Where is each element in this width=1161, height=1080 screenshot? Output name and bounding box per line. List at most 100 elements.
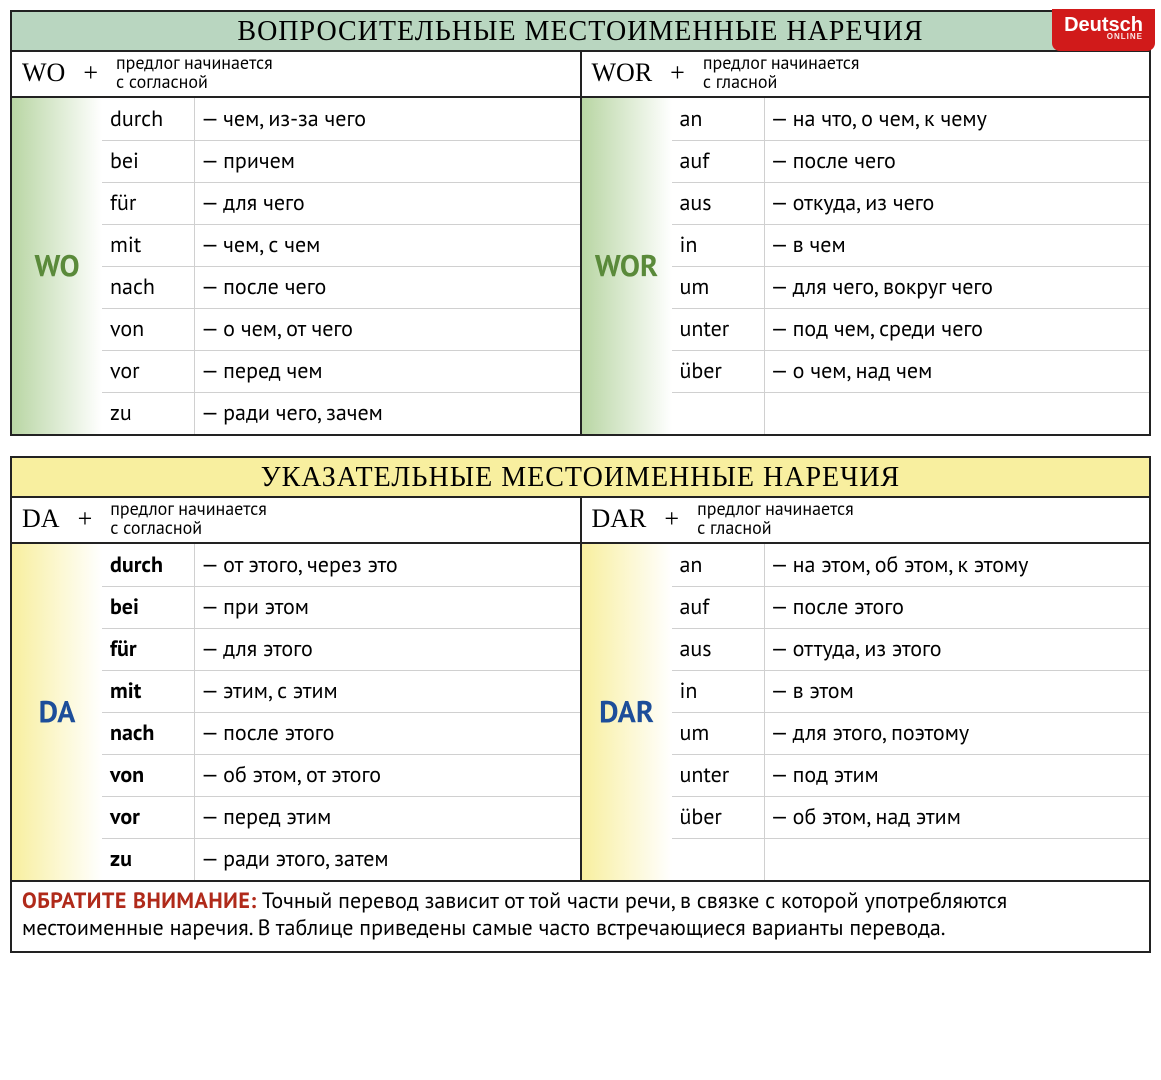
preposition-cell: vor — [102, 357, 194, 385]
header-prefix: WOR — [592, 58, 653, 88]
table-row: in— в этом — [672, 670, 1150, 712]
table-row: um— для чего, вокруг чего — [672, 266, 1150, 308]
table-row: in— в чем — [672, 224, 1150, 266]
preposition-cell: bei — [102, 147, 194, 175]
table-row: von— о чем, от чего — [102, 308, 580, 350]
column-header: WO+предлог начинается с согласной — [12, 52, 580, 98]
translation-cell: — причем — [194, 141, 580, 182]
preposition-cell: mit — [102, 677, 194, 705]
plus-sign: + — [83, 58, 98, 88]
translation-cell: — на что, о чем, к чему — [764, 98, 1150, 140]
preposition-cell: um — [672, 273, 764, 301]
translation-cell: — на этом, об этом, к этому — [764, 544, 1150, 586]
column-header: WOR + предлог начинается с гласной — [582, 52, 1150, 98]
table-row: aus— оттуда, из этого — [672, 628, 1150, 670]
translation-cell: — в этом — [764, 671, 1150, 712]
preposition-cell: von — [102, 315, 194, 343]
table-row: zu— ради этого, затем — [102, 838, 580, 880]
translation-cell: — этим, с этим — [194, 671, 580, 712]
translation-cell: — для чего — [194, 183, 580, 224]
plus-sign: + — [670, 58, 685, 88]
preposition-cell: durch — [102, 105, 194, 133]
translation-cell: — об этом, над этим — [764, 797, 1150, 838]
preposition-cell: zu — [102, 845, 194, 873]
table-row: über— об этом, над этим — [672, 796, 1150, 838]
translation-cell: — перед чем — [194, 351, 580, 392]
demonstrative-block: УКАЗАТЕЛЬНЫЕ МЕСТОИМЕННЫЕ НАРЕЧИЯ DA + пред… — [10, 456, 1151, 953]
translation-cell: — ради чего, зачем — [194, 393, 580, 434]
preposition-cell: aus — [672, 635, 764, 663]
translation-cell: — после этого — [194, 713, 580, 754]
table-row: durch— от этого, через это — [102, 544, 580, 586]
note: ОБРАТИТЕ ВНИМАНИЕ: Точный перевод зависи… — [12, 880, 1149, 951]
translation-cell: — для этого — [194, 629, 580, 670]
translation-cell — [764, 839, 1150, 880]
column-body: DAdurch— от этого, через этоbei— при это… — [12, 544, 580, 880]
preposition-cell: unter — [672, 315, 764, 343]
translation-cell: — после этого — [764, 587, 1150, 628]
table-row: zu— ради чего, зачем — [102, 392, 580, 434]
vertical-label: DA — [12, 544, 102, 880]
plus-sign: + — [664, 504, 679, 534]
column-body: WOdurch— чем, из-за чего bei— причемfür— … — [12, 98, 580, 434]
translation-cell: — откуда, из чего — [764, 183, 1150, 224]
header-rule: предлог начинается с согласной — [110, 500, 267, 538]
table-row: vor— перед чем — [102, 350, 580, 392]
preposition-cell: für — [102, 635, 194, 663]
table-row — [672, 392, 1150, 434]
preposition-cell: vor — [102, 803, 194, 831]
translation-cell — [764, 393, 1150, 434]
translation-cell: — после чего — [194, 267, 580, 308]
preposition-cell: aus — [672, 189, 764, 217]
column-dar: DAR+предлог начинается с гласнойDARan— н… — [580, 498, 1150, 880]
preposition-cell: über — [672, 803, 764, 831]
columns: DA+предлог начинается с согласнойDAdurch… — [12, 498, 1149, 880]
preposition-cell: über — [672, 357, 764, 385]
translation-cell: — от этого, через это — [194, 544, 580, 586]
table-row: auf— после этого — [672, 586, 1150, 628]
table-row: aus— откуда, из чего — [672, 182, 1150, 224]
table-row: auf— после чего — [672, 140, 1150, 182]
preposition-cell: in — [672, 677, 764, 705]
table-row: an— на этом, об этом, к этому — [672, 544, 1150, 586]
translation-cell: — в чем — [764, 225, 1150, 266]
column-header: DA + предлог начинается с согласной — [12, 498, 580, 544]
preposition-cell: von — [102, 761, 194, 789]
vertical-label: DAR — [582, 544, 672, 880]
header-prefix: DAR — [592, 504, 647, 534]
preposition-cell: durch — [102, 551, 194, 579]
translation-cell: — о чем, от чего — [194, 309, 580, 350]
table-row: vor— перед этим — [102, 796, 580, 838]
columns: WO+предлог начинается с согласнойWOdurch… — [12, 52, 1149, 434]
column-body: DARan— на этом, об этом, к этомуauf— пос… — [582, 544, 1150, 880]
preposition-cell: an — [672, 551, 764, 579]
badge-subtext: ONLINE — [1064, 33, 1143, 41]
plus-sign: + — [78, 504, 93, 534]
header-rule: предлог начинается с гласной — [697, 500, 854, 538]
table-row: durch— чем, из-за чего — [102, 98, 580, 140]
column-body: WORan— на что, о чем, к чемуauf— после ч… — [582, 98, 1150, 434]
table-row: für— для чего — [102, 182, 580, 224]
rows-container: durch— от этого, через этоbei— при этомf… — [102, 544, 580, 880]
block-title: ВОПРОСИТЕЛЬНЫЕ МЕСТОИМЕННЫЕ НАРЕЧИЯ — [12, 12, 1149, 52]
table-row: nach— после чего — [102, 266, 580, 308]
interrogative-block: DeutschONLINEВОПРОСИТЕЛЬНЫЕ МЕСТОИМЕННЫЕ… — [10, 10, 1151, 436]
note-lead: ОБРАТИТЕ ВНИМАНИЕ: — [22, 887, 257, 915]
block-title: УКАЗАТЕЛЬНЫЕ МЕСТОИМЕННЫЕ НАРЕЧИЯ — [12, 458, 1149, 498]
vertical-label: WO — [12, 98, 102, 434]
header-rule: предлог начинается с гласной — [703, 54, 860, 92]
translation-cell: — под этим — [764, 755, 1150, 796]
translation-cell: — после чего — [764, 141, 1150, 182]
table-row: mit— чем, с чем — [102, 224, 580, 266]
preposition-cell: auf — [672, 593, 764, 621]
table-row — [672, 838, 1150, 880]
header-prefix: DA — [22, 504, 60, 534]
translation-cell: — чем, с чем — [194, 225, 580, 266]
table-row: mit— этим, с этим — [102, 670, 580, 712]
preposition-cell: an — [672, 105, 764, 133]
translation-cell: — при этом — [194, 587, 580, 628]
column-header: DAR + предлог начинается с гласной — [582, 498, 1150, 544]
preposition-cell: in — [672, 231, 764, 259]
translation-cell: — для чего, вокруг чего — [764, 267, 1150, 308]
translation-cell: — для этого, поэтому — [764, 713, 1150, 754]
